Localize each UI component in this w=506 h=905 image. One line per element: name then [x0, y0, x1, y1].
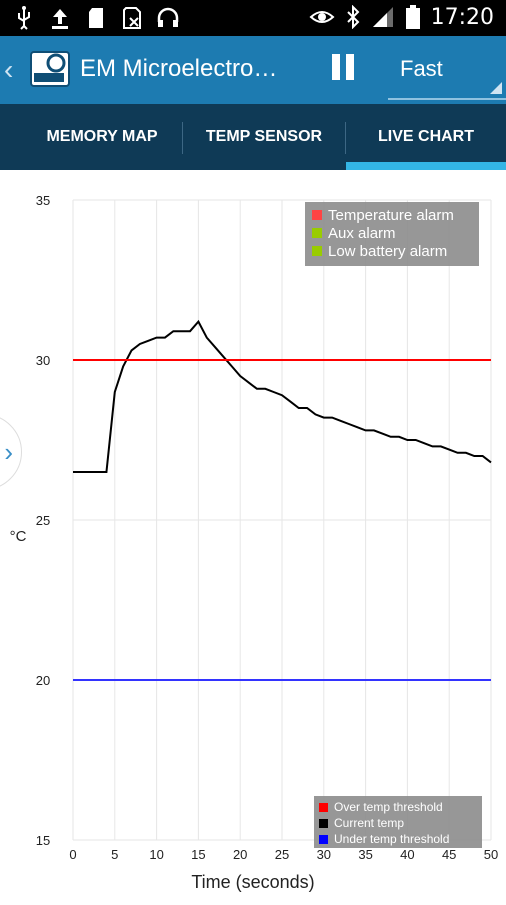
x-tick-label: 30	[317, 847, 331, 862]
tab-divider	[182, 122, 183, 154]
battery-icon	[405, 5, 420, 29]
status-bar: 17:20	[0, 0, 506, 36]
signal-icon	[372, 7, 393, 27]
usb-icon	[12, 5, 36, 31]
x-tick-label: 40	[400, 847, 414, 862]
y-tick-label: 35	[36, 193, 50, 208]
upload-icon	[48, 5, 72, 31]
status-icons-left	[12, 5, 180, 31]
y-tick-label: 30	[36, 353, 50, 368]
tab-temp-sensor[interactable]: TEMP SENSOR	[205, 128, 323, 145]
speed-value: Fast	[400, 56, 443, 81]
alarm-legend-label: Temperature alarm	[328, 207, 454, 224]
series-legend-label: Over temp threshold	[334, 800, 443, 814]
pause-icon[interactable]	[330, 54, 356, 84]
x-tick-label: 20	[233, 847, 247, 862]
eye-icon	[309, 11, 335, 23]
series-legend-swatch	[319, 819, 328, 828]
clock: 17:20	[430, 4, 494, 30]
series-legend-label: Under temp threshold	[334, 832, 449, 846]
chevron-right-icon: ›	[4, 437, 13, 467]
bluetooth-icon	[346, 5, 360, 29]
status-icons-right: 17:20	[309, 4, 494, 30]
chart-svg: 0 5 10 15 20 25 30 35 40 45 50 15 20 25 30 35 °C Time (se…	[10, 193, 499, 892]
x-tick-label: 35	[358, 847, 372, 862]
alarm-legend-swatch	[312, 228, 322, 238]
x-tick-label: 50	[484, 847, 498, 862]
x-axis-label: Time (seconds)	[191, 872, 314, 892]
series-legend-swatch	[319, 803, 328, 812]
y-tick-label: 15	[36, 833, 50, 848]
alarm-legend-label: Low battery alarm	[328, 243, 447, 260]
live-chart: 0 5 10 15 20 25 30 35 40 45 50 15 20 25 30 35 °C Time (se…	[0, 170, 506, 900]
x-tick-label: 5	[111, 847, 118, 862]
y-tick-label: 25	[36, 513, 50, 528]
x-tick-label: 45	[442, 847, 456, 862]
x-tick-label: 10	[149, 847, 163, 862]
action-bar: ‹ EM Microelectro… Fast	[0, 36, 506, 104]
back-chevron-icon[interactable]: ‹	[4, 54, 14, 85]
alarm-legend-label: Aux alarm	[328, 225, 396, 242]
x-tick-label: 15	[191, 847, 205, 862]
series-line-current-temp	[73, 319, 492, 473]
app-title: EM Microelectro…	[80, 55, 278, 82]
tab-divider	[345, 122, 346, 154]
series-legend-label: Current temp	[334, 816, 404, 830]
y-tick-label: 20	[36, 673, 50, 688]
headset-icon	[156, 5, 180, 31]
sd-card-icon	[84, 5, 108, 31]
speed-spinner[interactable]: Fast	[388, 36, 506, 100]
y-axis-label: °C	[10, 528, 27, 545]
tab-bar: MEMORY MAP TEMP SENSOR LIVE CHART	[0, 104, 506, 170]
alarm-legend-swatch	[312, 246, 322, 256]
x-tick-label: 0	[69, 847, 76, 862]
tab-memory-map[interactable]: MEMORY MAP	[46, 128, 158, 145]
tab-live-chart[interactable]: LIVE CHART	[378, 128, 474, 145]
alarm-legend-box	[305, 202, 479, 266]
series-legend-box	[314, 796, 482, 848]
spinner-corner-icon	[490, 82, 502, 94]
tab-selected-indicator	[346, 162, 506, 170]
app-logo[interactable]	[30, 51, 70, 87]
series-legend-swatch	[319, 835, 328, 844]
alarm-legend-swatch	[312, 210, 322, 220]
x-tick-label: 25	[275, 847, 289, 862]
sim-off-icon	[120, 5, 144, 31]
